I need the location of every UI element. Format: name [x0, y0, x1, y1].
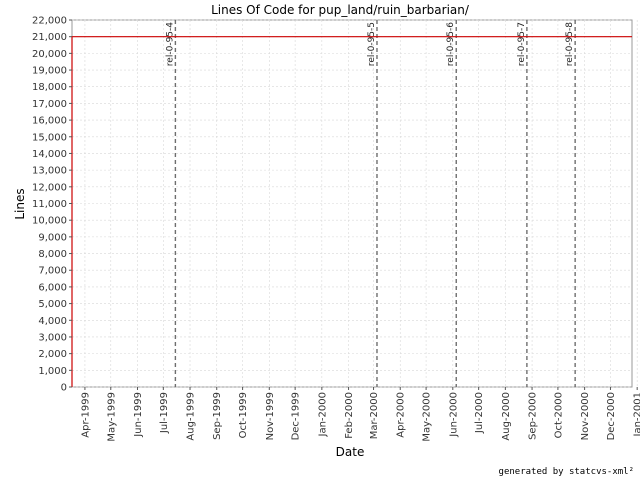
- x-tick-label: Sep-2000: [528, 392, 539, 440]
- generated-by-footer: generated by statcvs-xml²: [499, 467, 634, 477]
- y-axis-label: Lines: [13, 188, 27, 219]
- grid: [71, 19, 638, 388]
- x-tick-label: Feb-2000: [344, 392, 355, 439]
- x-tick-label: Oct-1999: [238, 392, 249, 438]
- x-tick-label: May-1999: [106, 392, 117, 442]
- release-marker-label: rel-0-95-6: [446, 22, 456, 66]
- x-tick-label: May-2000: [422, 392, 433, 442]
- x-tick-label: Aug-1999: [186, 392, 197, 441]
- x-tick-label: Dec-2000: [606, 392, 617, 440]
- y-tick-label: 2,000: [38, 349, 67, 360]
- y-tick-label: 14,000: [32, 149, 67, 160]
- x-tick-label: Sep-1999: [212, 392, 223, 440]
- release-markers: rel-0-95-4 rel-0-95-5 rel-0-95-6 rel-0-95-7…: [165, 20, 576, 387]
- x-tick-label: Dec-1999: [291, 392, 302, 440]
- x-axis-ticks: Apr-1999 May-1999 Jun-1999 Jul-1999 Aug-1999…: [80, 387, 640, 442]
- x-tick-label: Jul-1999: [159, 392, 170, 434]
- y-tick-label: 22,000: [32, 16, 67, 27]
- x-tick-label: Nov-1999: [265, 392, 276, 440]
- x-tick-label: Jun-2000: [448, 392, 459, 438]
- y-tick-label: 16,000: [32, 116, 67, 127]
- release-marker-label: rel-0-95-5: [367, 22, 377, 66]
- y-tick-label: 10,000: [32, 216, 67, 227]
- release-marker-label: rel-0-95-8: [565, 22, 575, 66]
- y-tick-label: 20,000: [32, 49, 67, 60]
- y-tick-label: 15,000: [32, 132, 67, 143]
- y-tick-label: 6,000: [38, 282, 67, 293]
- release-marker-label: rel-0-95-7: [517, 22, 527, 66]
- x-tick-label: Mar-2000: [369, 392, 380, 439]
- x-tick-label: Oct-2000: [553, 392, 564, 438]
- x-tick-label: Nov-2000: [580, 392, 591, 440]
- y-tick-label: 4,000: [38, 316, 67, 327]
- y-tick-label: 7,000: [38, 266, 67, 277]
- y-tick-label: 12,000: [32, 182, 67, 193]
- x-tick-label: Jul-2000: [474, 392, 485, 434]
- x-tick-label: Apr-2000: [396, 392, 407, 438]
- x-tick-label: Jan-2000: [317, 392, 328, 437]
- y-tick-label: 5,000: [38, 299, 67, 310]
- x-tick-label: Jan-2001: [633, 392, 640, 437]
- x-axis-label: Date: [336, 445, 365, 459]
- y-tick-label: 9,000: [38, 232, 67, 243]
- y-tick-label: 8,000: [38, 249, 67, 260]
- release-marker-label: rel-0-95-4: [165, 22, 175, 66]
- y-tick-label: 13,000: [32, 166, 67, 177]
- y-axis-ticks: 0 1,000 2,000 3,000 4,000 5,000 6,000 7,000 8,00…: [32, 16, 72, 394]
- y-tick-label: 11,000: [32, 199, 67, 210]
- y-tick-label: 0: [61, 383, 67, 394]
- y-tick-label: 18,000: [32, 82, 67, 93]
- x-tick-label: Apr-1999: [80, 392, 91, 438]
- x-tick-label: Aug-2000: [501, 392, 512, 441]
- chart-title: Lines Of Code for pup_land/ruin_barbaria…: [211, 3, 470, 17]
- x-tick-label: Jun-1999: [133, 392, 144, 438]
- y-tick-label: 1,000: [38, 366, 67, 377]
- y-tick-label: 19,000: [32, 66, 67, 77]
- y-tick-label: 17,000: [32, 99, 67, 110]
- y-tick-label: 3,000: [38, 332, 67, 343]
- y-tick-label: 21,000: [32, 32, 67, 43]
